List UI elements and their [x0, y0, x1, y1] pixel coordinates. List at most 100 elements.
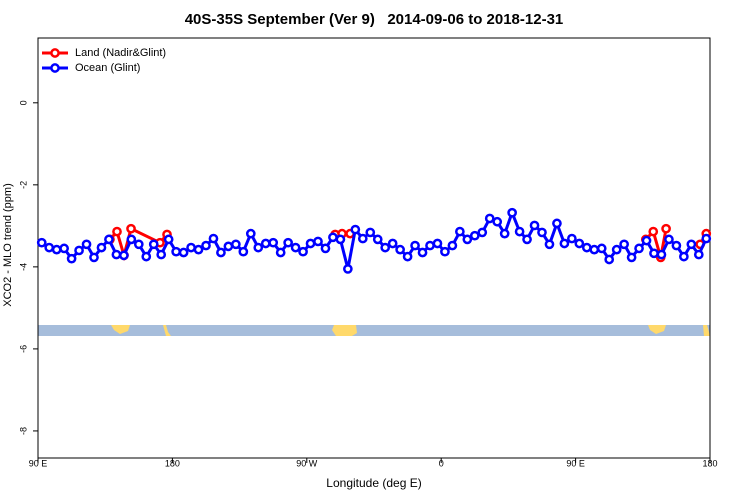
- data-point: [574, 238, 585, 249]
- data-point: [380, 242, 391, 253]
- data-point: [477, 227, 488, 238]
- data-point: [320, 243, 331, 254]
- data-point: [245, 228, 256, 239]
- strip-land: [163, 325, 171, 336]
- data-point: [283, 237, 293, 248]
- data-point: [596, 243, 607, 254]
- data-point: [112, 226, 122, 237]
- data-point: [693, 249, 704, 260]
- y-axis-label: XCO2 - MLO trend (ppm): [2, 183, 14, 306]
- data-point: [44, 242, 55, 253]
- data-point: [305, 238, 316, 249]
- data-point: [589, 244, 600, 255]
- data-point: [425, 240, 435, 251]
- data-point: [410, 240, 420, 251]
- data-point: [671, 240, 682, 251]
- data-point: [104, 234, 114, 245]
- data-point: [111, 249, 122, 260]
- data-point: [455, 226, 465, 237]
- data-point: [522, 234, 532, 245]
- data-point: [171, 246, 181, 257]
- data-point: [656, 249, 667, 260]
- data-point: [141, 251, 152, 262]
- legend-marker: [50, 48, 60, 58]
- legend-label: Ocean (Glint): [75, 62, 140, 74]
- data-point: [679, 251, 689, 262]
- data-point: [469, 230, 480, 241]
- data-point: [484, 213, 495, 224]
- data-point: [365, 227, 376, 238]
- data-point: [447, 240, 458, 251]
- data-point: [186, 242, 196, 253]
- data-point: [440, 246, 450, 257]
- data-point: [268, 237, 279, 248]
- strip-land: [648, 325, 666, 334]
- data-point: [66, 253, 77, 264]
- data-point: [238, 246, 249, 257]
- y-tick-label: -6: [18, 345, 28, 353]
- y-tick-label: 0: [18, 100, 28, 105]
- data-point: [290, 242, 301, 253]
- data-point: [619, 239, 629, 250]
- data-point: [223, 241, 234, 252]
- y-tick-label: -4: [18, 263, 28, 271]
- data-point: [395, 244, 405, 255]
- data-point: [661, 223, 671, 234]
- data-point: [253, 242, 264, 253]
- data-point: [89, 252, 99, 263]
- data-point: [328, 232, 338, 243]
- data-point: [499, 228, 510, 239]
- data-point: [335, 234, 346, 245]
- strip-land: [111, 325, 130, 334]
- data-point: [641, 235, 652, 246]
- data-point: [634, 243, 644, 254]
- y-tick-label: -2: [18, 181, 28, 189]
- data-point: [567, 233, 577, 244]
- x-tick-label: 90 E: [566, 458, 585, 468]
- data-point: [260, 238, 271, 249]
- data-point: [559, 238, 570, 249]
- x-tick-label: 180: [702, 458, 717, 468]
- data-point: [581, 242, 592, 253]
- data-point: [537, 227, 547, 238]
- x-tick-label: 90 W: [296, 458, 318, 468]
- data-point: [208, 233, 219, 244]
- data-point: [664, 234, 674, 245]
- data-point: [216, 247, 226, 258]
- data-point: [686, 239, 697, 250]
- data-point: [81, 239, 92, 250]
- y-tick-label: -8: [18, 427, 28, 435]
- legend-marker: [50, 63, 60, 73]
- data-point: [544, 239, 555, 250]
- data-point: [604, 254, 615, 265]
- data-point: [417, 247, 428, 258]
- data-point: [462, 234, 473, 245]
- data-point: [649, 248, 659, 259]
- data-point: [350, 224, 361, 235]
- data-point: [178, 247, 189, 258]
- strip-land: [332, 325, 357, 336]
- data-point: [96, 242, 107, 253]
- data-point: [402, 251, 413, 262]
- data-point: [59, 243, 69, 254]
- data-point: [163, 234, 174, 245]
- data-point: [343, 264, 353, 274]
- data-point: [148, 239, 159, 250]
- data-point: [701, 233, 712, 244]
- chart-title: 40S-35S September (Ver 9) 2014-09-06 to …: [185, 11, 564, 28]
- data-point: [133, 239, 144, 250]
- data-point: [126, 234, 137, 245]
- x-tick-label: 90 E: [29, 458, 48, 468]
- legend-label: Land (Nadir&Glint): [75, 47, 166, 59]
- data-point: [514, 226, 525, 237]
- data-point: [275, 247, 286, 258]
- data-point: [611, 244, 622, 255]
- data-point: [193, 244, 204, 255]
- data-point: [357, 233, 368, 244]
- strip-land: [703, 325, 710, 336]
- strip-ocean: [38, 325, 710, 336]
- data-point: [36, 237, 47, 248]
- data-point: [126, 223, 136, 234]
- x-axis-label: Longitude (deg E): [326, 476, 421, 490]
